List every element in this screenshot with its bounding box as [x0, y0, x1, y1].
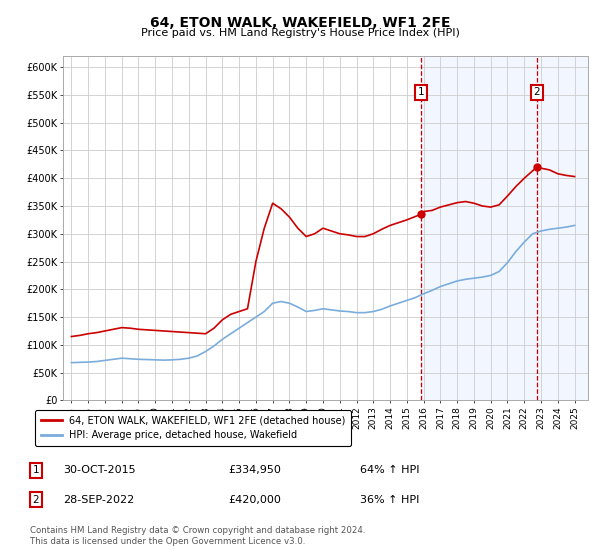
Text: 30-OCT-2015: 30-OCT-2015 [63, 465, 136, 475]
Bar [421, 56, 588, 400]
Text: 28-SEP-2022: 28-SEP-2022 [63, 494, 134, 505]
Text: Contains HM Land Registry data © Crown copyright and database right 2024.
This d: Contains HM Land Registry data © Crown c… [30, 526, 365, 546]
Text: 64, ETON WALK, WAKEFIELD, WF1 2FE: 64, ETON WALK, WAKEFIELD, WF1 2FE [150, 16, 450, 30]
Text: Price paid vs. HM Land Registry's House Price Index (HPI): Price paid vs. HM Land Registry's House … [140, 28, 460, 38]
Text: £420,000: £420,000 [228, 494, 281, 505]
Text: £334,950: £334,950 [228, 465, 281, 475]
Text: 1: 1 [32, 465, 40, 475]
Legend: 64, ETON WALK, WAKEFIELD, WF1 2FE (detached house), HPI: Average price, detached: 64, ETON WALK, WAKEFIELD, WF1 2FE (detac… [35, 410, 351, 446]
Text: 2: 2 [32, 494, 40, 505]
Text: 2: 2 [533, 87, 540, 97]
Text: 1: 1 [418, 87, 424, 97]
Text: 64% ↑ HPI: 64% ↑ HPI [360, 465, 419, 475]
Text: 36% ↑ HPI: 36% ↑ HPI [360, 494, 419, 505]
